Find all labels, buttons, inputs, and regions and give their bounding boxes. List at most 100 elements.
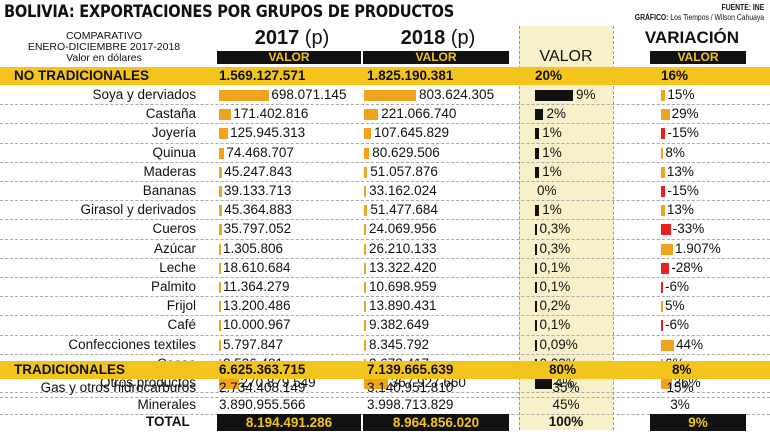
value-2018: 13.890.431 bbox=[369, 298, 437, 314]
variation-percent: 29% bbox=[671, 106, 699, 122]
value-2018: 1.825.190.381 bbox=[367, 68, 454, 83]
value-2018: 24.069.956 bbox=[369, 221, 437, 237]
variacion-header: VARIACIÓN bbox=[644, 28, 740, 47]
subtitle-line-2: ENERO-DICIEMBRE 2017-2018 bbox=[27, 41, 181, 53]
bar-2018 bbox=[364, 147, 370, 159]
variation-percent: -28% bbox=[671, 259, 703, 275]
product-row: Quinua 74.468.707 80.629.506 1% 8% bbox=[0, 143, 770, 163]
row-separator bbox=[0, 315, 770, 317]
bar-2018 bbox=[364, 301, 366, 313]
share-percent: 0,1% bbox=[539, 317, 571, 333]
row-label: Café bbox=[167, 317, 196, 333]
variation-bar bbox=[661, 301, 663, 313]
share-bar bbox=[535, 320, 537, 332]
share-percent: 80% bbox=[549, 362, 577, 377]
value-2018: 7.139.665.639 bbox=[367, 362, 454, 377]
share-bar bbox=[535, 378, 552, 389]
share-bar bbox=[535, 147, 540, 159]
total-share-percent: 100% bbox=[548, 414, 584, 429]
valor-2018-label: VALOR bbox=[363, 51, 509, 64]
variation-bar bbox=[661, 90, 666, 101]
share-percent: 0,3% bbox=[539, 240, 571, 256]
row-label: Palmito bbox=[150, 279, 196, 294]
bar-2018 bbox=[364, 339, 366, 351]
variation-percent: -15% bbox=[667, 183, 699, 198]
share-bar bbox=[535, 301, 537, 313]
year-2017-header: 2017 (p) bbox=[222, 27, 362, 50]
row-label: Confecciones textiles bbox=[68, 336, 196, 352]
share-percent: 0,09% bbox=[539, 336, 578, 352]
bar-2018 bbox=[364, 109, 379, 121]
provisional-mark: (p) bbox=[450, 27, 476, 49]
bar-2018 bbox=[364, 378, 388, 389]
share-percent: 45% bbox=[552, 397, 580, 412]
share-bar bbox=[535, 109, 544, 121]
share-bar bbox=[535, 90, 573, 101]
variation-bar bbox=[661, 166, 665, 178]
product-row: Azúcar 1.305.806 26.210.133 0,3% 1.907% bbox=[0, 239, 770, 259]
tradicionales-row: TRADICIONALES 6.625.363.715 7.139.665.63… bbox=[0, 360, 770, 380]
product-row: Frijol 13.200.486 13.890.431 0,2% 5% bbox=[0, 296, 770, 316]
bar-2017 bbox=[219, 262, 221, 274]
variation-bar bbox=[661, 147, 664, 159]
value-2017: 74.468.707 bbox=[226, 144, 294, 160]
graphic-credit-name: Los Tiempos / Wilson Cahuaya bbox=[670, 13, 764, 22]
share-percent: 1% bbox=[542, 202, 562, 218]
share-percent: 35% bbox=[552, 380, 580, 395]
valor-variacion-label: VALOR bbox=[650, 51, 746, 64]
value-2018: 107.645.829 bbox=[373, 125, 450, 141]
bar-2017 bbox=[219, 243, 221, 255]
value-2017: 13.200.486 bbox=[223, 298, 291, 314]
row-label: Girasol y derivados bbox=[80, 202, 196, 218]
value-2017: 125.945.313 bbox=[230, 125, 306, 141]
share-percent: 0% bbox=[537, 183, 557, 198]
valor-percent-header: VALOR bbox=[539, 48, 593, 65]
row-label: Quinua bbox=[152, 144, 196, 160]
product-row: Confecciones textiles 5.797.847 8.345.792 0… bbox=[0, 335, 770, 355]
variation-percent: 8% bbox=[665, 144, 685, 160]
bar-2018 bbox=[364, 282, 366, 293]
variation-bar bbox=[661, 378, 672, 389]
value-2018: 51.057.876 bbox=[370, 163, 438, 179]
trad-row-gas: Gas y otros hidrocarburos 2.734.408.149 … bbox=[0, 378, 770, 398]
value-2017: 5.797.847 bbox=[223, 336, 284, 352]
row-separator bbox=[0, 104, 770, 106]
no-tradicionales-row: NO TRADICIONALES 1.569.127.571 1.825.190… bbox=[0, 66, 770, 86]
row-separator bbox=[0, 181, 770, 182]
variation-bar bbox=[661, 109, 670, 121]
bar-2017 bbox=[219, 339, 221, 351]
row-separator bbox=[0, 161, 770, 163]
row-separator bbox=[0, 296, 770, 298]
row-separator bbox=[0, 142, 770, 144]
bar-2017 bbox=[219, 128, 229, 140]
product-row: Cueros 35.797.052 24.069.956 0,3% -33% bbox=[0, 219, 770, 239]
value-2017: 2.734.408.149 bbox=[219, 380, 306, 395]
row-separator bbox=[0, 238, 770, 240]
bar-2017 bbox=[219, 109, 232, 121]
variation-bar bbox=[661, 205, 665, 217]
row-separator bbox=[0, 353, 770, 355]
year-2017-label: 2017 bbox=[254, 27, 300, 49]
variation-percent: 16% bbox=[661, 68, 689, 83]
value-2018: 8.345.792 bbox=[369, 336, 430, 352]
tradicionales-band bbox=[0, 361, 770, 379]
column-divider bbox=[519, 26, 520, 430]
share-bar bbox=[535, 262, 537, 274]
row-label: Joyería bbox=[151, 125, 196, 141]
share-bar bbox=[535, 243, 537, 255]
variation-bar bbox=[661, 128, 666, 140]
value-2017: 39.133.713 bbox=[223, 183, 292, 198]
total-2018: 8.964.856.020 bbox=[363, 414, 509, 431]
value-2018: 9.382.649 bbox=[369, 317, 430, 333]
value-2017: 171.402.816 bbox=[233, 106, 309, 122]
value-2017: 35.797.052 bbox=[223, 221, 292, 237]
row-label: Minerales bbox=[137, 397, 196, 412]
variation-percent: 13% bbox=[666, 202, 694, 218]
bar-2017 bbox=[219, 205, 223, 217]
value-2017: 1.305.806 bbox=[223, 240, 284, 256]
bar-2018 bbox=[364, 262, 366, 274]
total-label: TOTAL bbox=[146, 414, 190, 429]
bar-2017 bbox=[219, 186, 222, 197]
share-percent: 1% bbox=[542, 125, 562, 141]
share-percent: 2% bbox=[546, 106, 566, 122]
